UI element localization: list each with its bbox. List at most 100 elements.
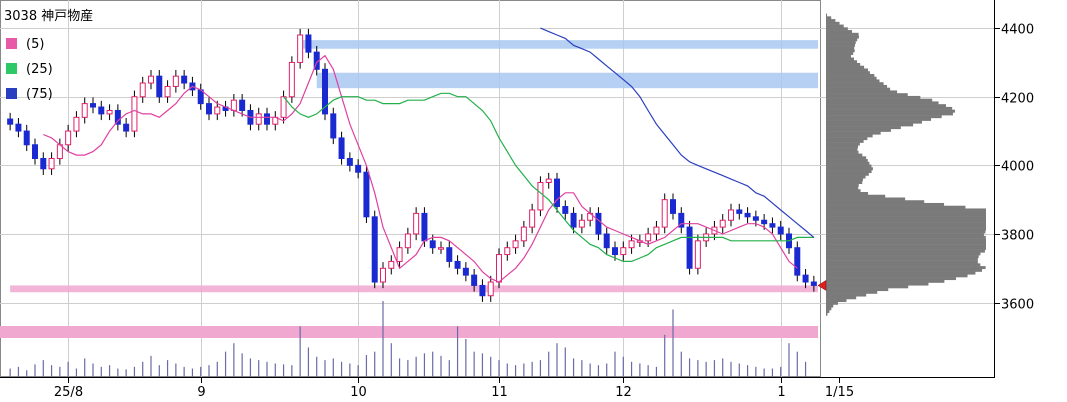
legend-swatch-ma25 bbox=[6, 63, 17, 74]
price-panel-frame bbox=[0, 0, 821, 377]
candle-body bbox=[653, 226, 660, 235]
profile-bar bbox=[826, 186, 859, 190]
profile-bar bbox=[826, 90, 898, 94]
candle-body bbox=[90, 103, 96, 108]
profile-bar bbox=[826, 164, 872, 168]
profile-bar bbox=[826, 304, 834, 308]
profile-bar bbox=[826, 98, 933, 102]
profile-bar bbox=[826, 191, 869, 195]
profile-bar bbox=[826, 52, 854, 56]
candle-body bbox=[65, 130, 72, 146]
profile-bar bbox=[826, 301, 838, 305]
candle-body bbox=[239, 99, 246, 111]
gridlines bbox=[0, 0, 994, 377]
price-zone bbox=[300, 40, 819, 49]
profile-bar bbox=[826, 24, 844, 28]
candle-body bbox=[98, 106, 105, 115]
profile-bar bbox=[826, 288, 889, 292]
profile-bar bbox=[826, 290, 878, 294]
profile-bar bbox=[826, 137, 868, 141]
candle-body bbox=[479, 284, 486, 297]
candle-body bbox=[214, 106, 221, 115]
legend: (5) (25) (75) bbox=[6, 37, 53, 102]
y-tick-label: 4400 bbox=[1001, 23, 1034, 38]
profile-bar bbox=[826, 79, 880, 83]
candle-body bbox=[694, 240, 701, 269]
profile-bar bbox=[826, 68, 869, 72]
x-tick-label: 25/8 bbox=[54, 385, 83, 400]
candle-body bbox=[794, 247, 801, 276]
profile-bar bbox=[826, 255, 979, 259]
profile-bar bbox=[826, 293, 867, 297]
profile-bar bbox=[826, 172, 869, 176]
volume-profile bbox=[826, 13, 986, 316]
x-tick-label: 1 bbox=[777, 385, 785, 400]
profile-bar bbox=[826, 194, 886, 198]
profile-bar bbox=[826, 268, 982, 272]
profile-bar bbox=[826, 246, 986, 250]
y-tick-label: 4000 bbox=[1001, 160, 1034, 175]
profile-bar bbox=[826, 65, 865, 69]
candle-body bbox=[761, 219, 768, 225]
price-zones bbox=[10, 40, 819, 293]
profile-bar bbox=[826, 208, 986, 212]
y-tick-label: 3600 bbox=[1001, 298, 1034, 313]
candle-body bbox=[396, 247, 403, 262]
profile-bar bbox=[826, 227, 986, 231]
candle-body bbox=[388, 260, 395, 269]
candle-body bbox=[40, 157, 47, 170]
profile-bar bbox=[826, 49, 855, 53]
candle-body bbox=[48, 157, 55, 170]
candle-body bbox=[255, 113, 262, 125]
profile-bar bbox=[826, 216, 986, 220]
x-tick-label: 10 bbox=[350, 385, 367, 400]
legend-label-ma75: (75) bbox=[26, 87, 53, 102]
profile-bar bbox=[826, 30, 853, 34]
profile-bar bbox=[826, 139, 864, 143]
chart-title: 3038 神戸物産 bbox=[4, 8, 93, 24]
y-tick-label: 3800 bbox=[1001, 229, 1034, 244]
candle-body bbox=[106, 109, 113, 115]
candle-body bbox=[752, 216, 759, 221]
profile-bar bbox=[826, 241, 986, 245]
last-price-marker bbox=[817, 279, 827, 291]
candle-body bbox=[114, 109, 121, 125]
candle-body bbox=[288, 61, 295, 98]
profile-bar bbox=[826, 115, 942, 119]
candle-body bbox=[487, 281, 494, 297]
candle-body bbox=[769, 223, 776, 228]
profile-bar bbox=[826, 277, 956, 281]
candle-body bbox=[504, 247, 511, 256]
candle-body bbox=[603, 233, 610, 249]
candle-body bbox=[280, 96, 287, 118]
candle-body bbox=[355, 164, 362, 173]
profile-bar bbox=[826, 95, 921, 99]
profile-bar bbox=[826, 123, 914, 127]
profile-bar bbox=[826, 274, 968, 278]
candle-body bbox=[686, 226, 693, 269]
profile-bar bbox=[826, 230, 986, 234]
candle-body bbox=[612, 247, 618, 256]
profile-bar bbox=[826, 307, 832, 311]
profile-bar bbox=[826, 13, 828, 17]
profile-bar bbox=[826, 219, 986, 223]
candle-body bbox=[529, 209, 536, 228]
profile-bar bbox=[826, 62, 861, 66]
profile-bar bbox=[826, 279, 945, 283]
profile-bar bbox=[826, 200, 925, 204]
profile-bar bbox=[826, 82, 884, 86]
profile-bar bbox=[826, 38, 858, 42]
candle-body bbox=[744, 212, 751, 218]
legend-swatch-ma75 bbox=[6, 88, 17, 99]
profile-bar bbox=[826, 299, 847, 303]
price-zone bbox=[10, 285, 818, 293]
profile-bar bbox=[826, 238, 986, 242]
candle-body bbox=[15, 123, 22, 132]
profile-bar bbox=[826, 249, 985, 253]
profile-bar bbox=[826, 41, 856, 45]
candle-body bbox=[330, 113, 337, 139]
profile-bar bbox=[826, 76, 877, 80]
candle-body bbox=[578, 219, 585, 228]
candle-body bbox=[537, 182, 544, 211]
candle-body bbox=[728, 209, 734, 221]
